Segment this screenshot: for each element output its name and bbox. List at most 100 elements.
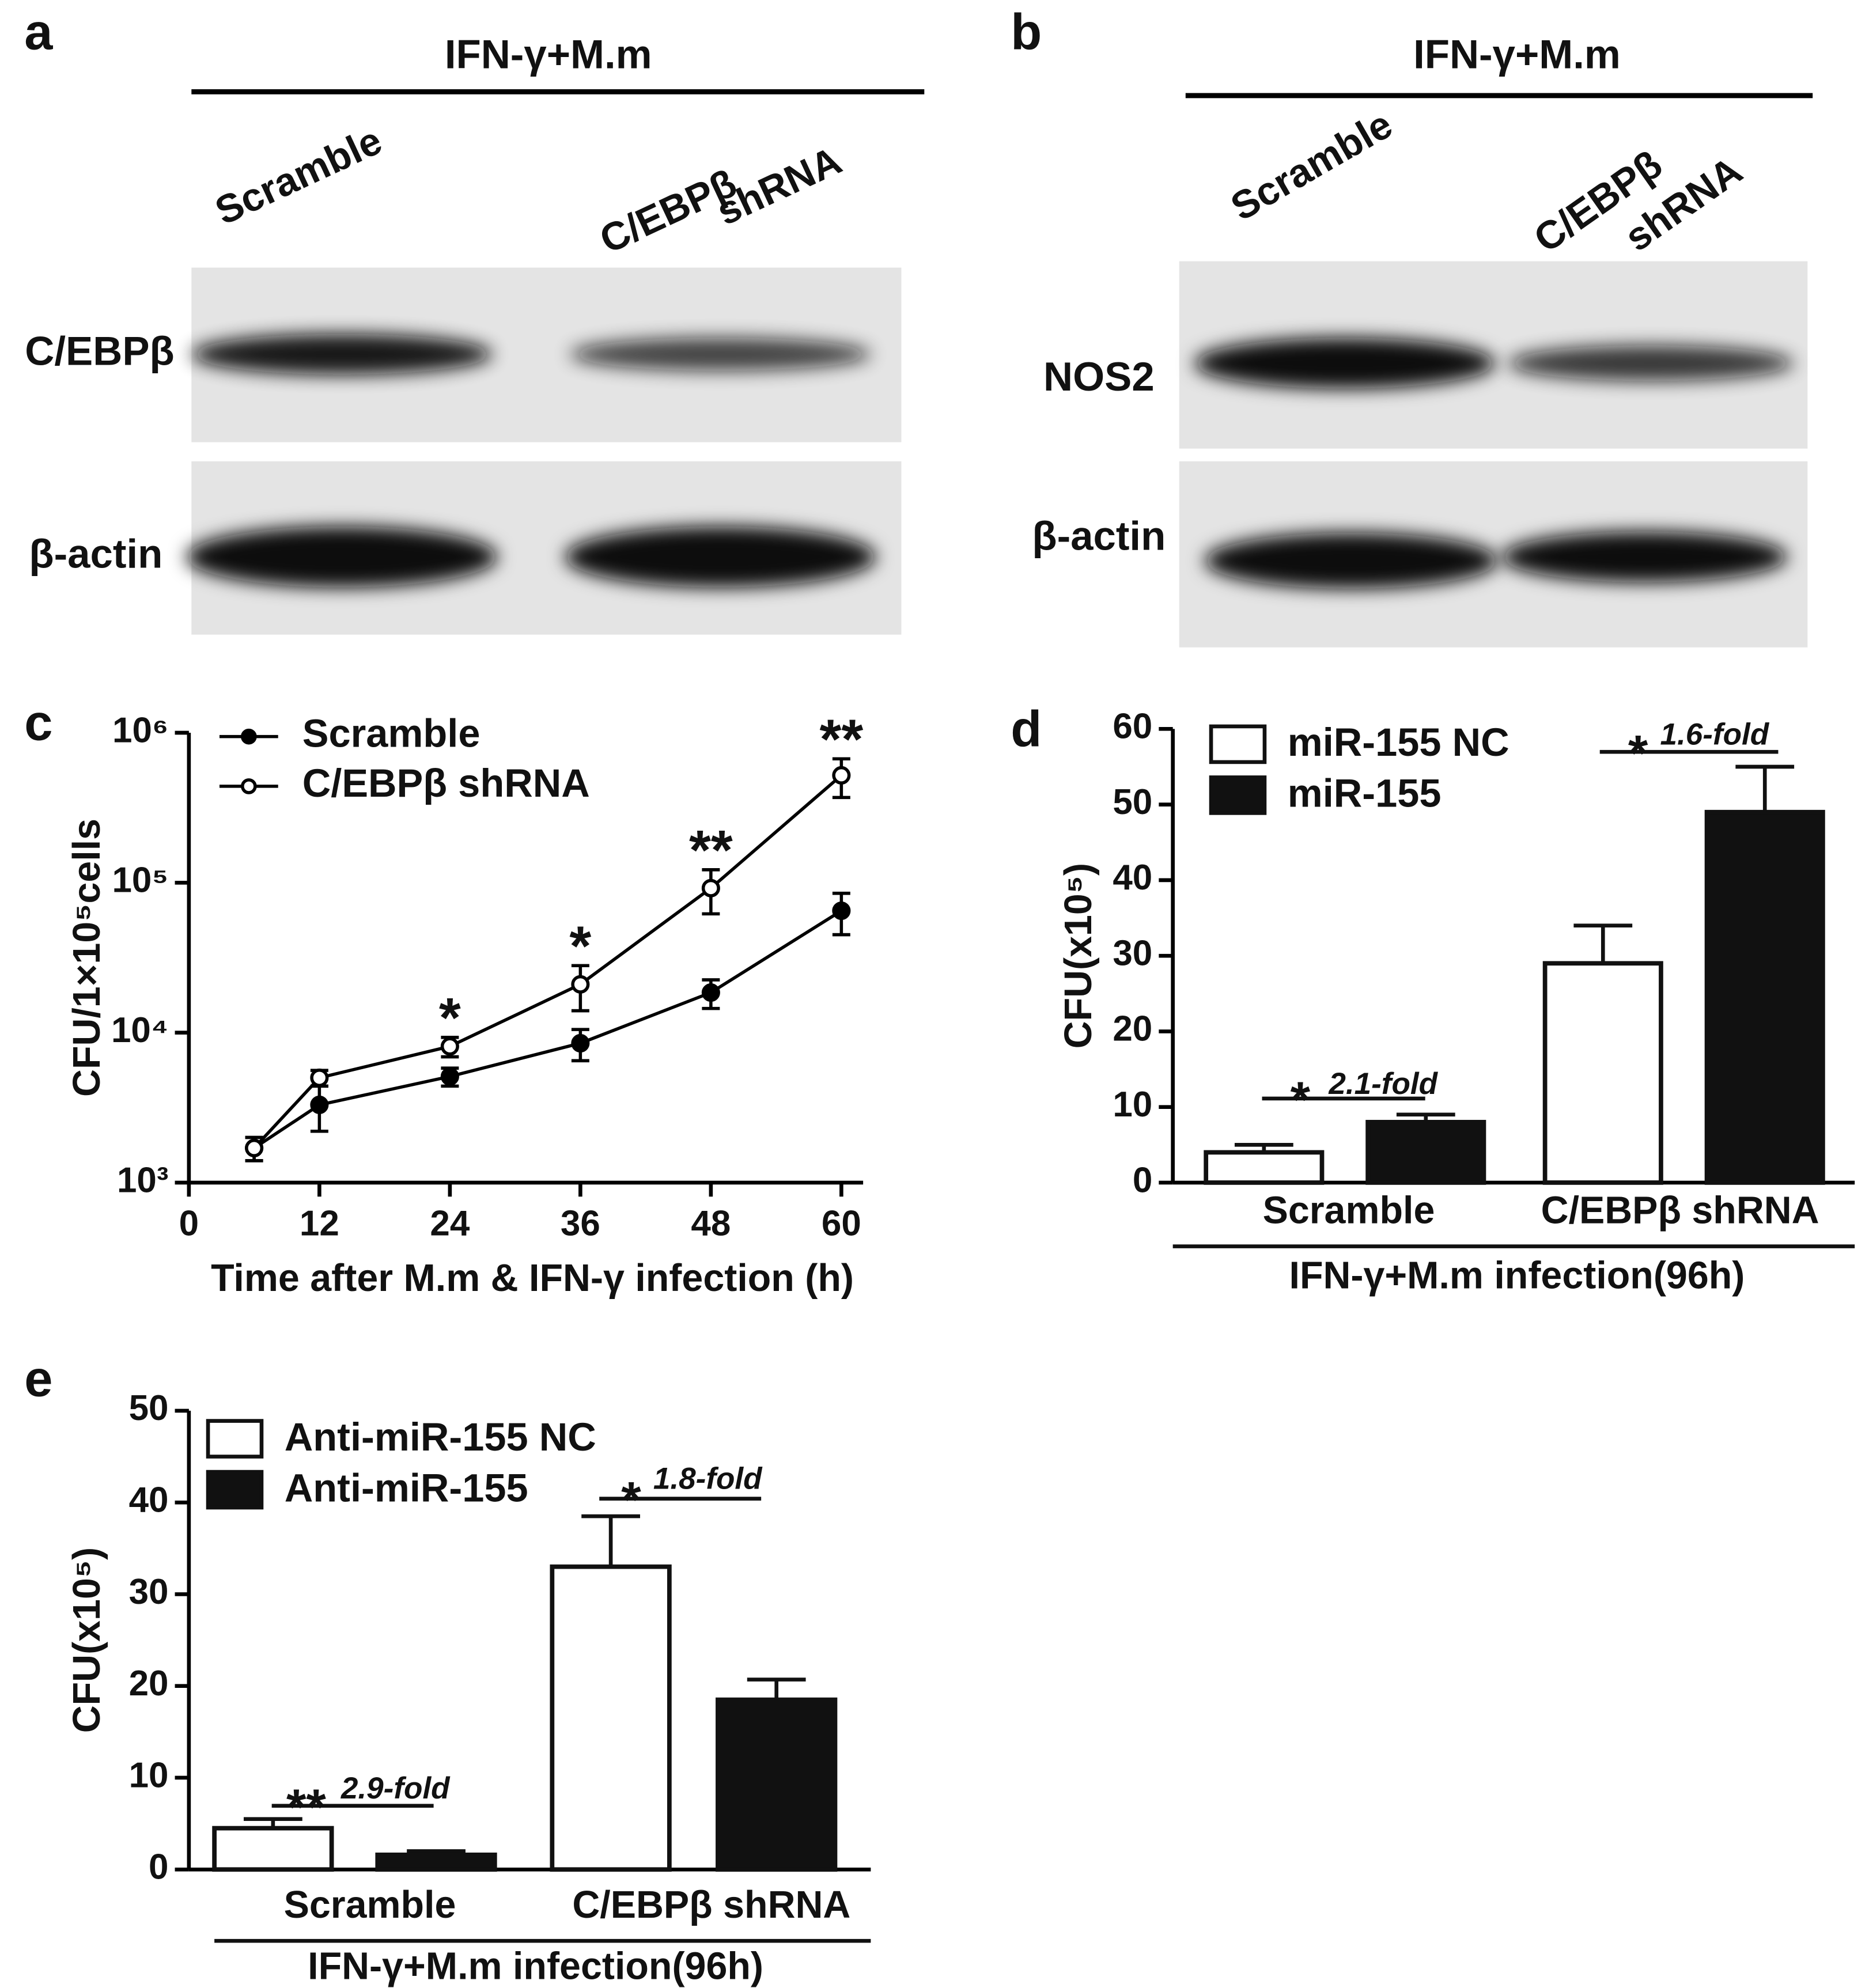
data-point [571,975,590,994]
y-tick-label: 20 [1113,1009,1152,1049]
legend-label: Anti-miR-155 [285,1466,528,1510]
fold-change: 1.6-fold [1660,718,1769,752]
y-tick-label: 0 [1133,1160,1152,1200]
y-tick-label: 50 [129,1388,169,1428]
row-label: β-actin [29,531,162,576]
y-tick-label: 30 [1113,933,1152,973]
row-label: NOS2 [1043,354,1155,399]
x-tick-label: C/EBPβ shRNA [572,1884,850,1926]
y-tick-label: 50 [1113,782,1152,822]
blot-band [565,526,876,588]
blot-band [1501,531,1787,582]
lane-label: shRNA [710,138,848,233]
legend-label: miR-155 [1288,771,1442,816]
y-tick-label: 0 [149,1847,168,1887]
row-label: C/EBPβ [25,328,174,374]
series-line [253,774,843,1149]
data-point [701,983,720,1002]
blot-band [186,526,498,588]
blot-title: IFN-γ+M.m [445,31,652,77]
legend-label: C/EBPβ shRNA [302,761,590,805]
panel-letter: b [1011,3,1042,60]
error-bar [1735,764,1795,812]
x-tick-label: C/EBPβ shRNA [1541,1190,1819,1232]
data-point [245,1138,264,1157]
y-axis-label: CFU/1×10⁵cells [66,819,108,1097]
significance: ** [286,1778,326,1835]
x-axis-label: Time after M.m & IFN-γ infection (h) [211,1257,854,1300]
bar [1365,1120,1486,1185]
y-axis-label: CFU(x10⁵) [1057,863,1100,1048]
data-point [440,1037,459,1056]
bar [716,1697,838,1872]
fold-change: 2.9-fold [340,1771,451,1805]
bar [1204,1150,1325,1185]
blot-title: IFN-γ+M.m [1413,31,1621,77]
panel-letter: a [24,3,53,60]
legend-swatch [206,1470,264,1510]
legend-swatch [1209,724,1267,764]
error-bar [747,1678,806,1700]
data-point [310,1095,329,1114]
blot-band [1204,532,1498,589]
panel-letter: d [1011,700,1042,757]
x-axis-label: IFN-γ+M.m infection(96h) [1289,1254,1745,1297]
legend-label: Anti-miR-155 NC [285,1415,596,1459]
legend-swatch [1209,775,1267,815]
x-tick-label: Scramble [284,1884,456,1926]
significance: ** [689,819,733,881]
data-point [310,1068,329,1087]
error-bar [581,1514,640,1567]
legend-marker [241,728,257,745]
panel-letter: c [24,694,52,751]
y-tick-label: 10 [129,1755,169,1795]
row-label: β-actin [1032,513,1166,558]
data-point [701,878,720,898]
fold-change: 1.8-fold [653,1462,763,1496]
panel-letter: e [24,1350,52,1407]
x-tick-label: 12 [300,1203,339,1243]
x-axis-label: IFN-γ+M.m infection(96h) [308,1945,763,1987]
legend-label: miR-155 NC [1288,720,1509,764]
y-tick-label: 10⁵ [112,861,168,900]
data-point [440,1067,459,1086]
x-tick-label: 48 [691,1203,731,1243]
blot-band [191,334,493,375]
significance: * [1291,1071,1311,1128]
y-tick-label: 10⁶ [112,710,168,750]
x-tick-label: 60 [822,1203,861,1243]
bar [1542,961,1663,1185]
y-tick-label: 60 [1113,707,1152,747]
x-tick-label: 24 [430,1203,470,1243]
y-tick-label: 40 [129,1480,169,1520]
fold-change: 2.1-fold [1328,1067,1438,1101]
y-tick-label: 10 [1113,1085,1152,1124]
data-point [832,766,851,785]
y-tick-label: 10⁴ [111,1010,169,1050]
significance: * [439,986,461,1049]
x-tick-label: Scramble [1263,1190,1435,1232]
x-tick-label: 0 [179,1203,199,1243]
lane-label: Scramble [1223,102,1399,229]
bar [375,1852,497,1872]
y-tick-label: 30 [129,1572,169,1612]
error-bar [1573,923,1633,964]
legend-swatch [206,1419,264,1459]
legend-marker [241,778,257,794]
series-line [253,909,842,1150]
lane-label: Scramble [209,118,388,233]
significance: * [621,1471,641,1528]
blot-band [1194,338,1496,389]
y-tick-label: 40 [1113,858,1152,898]
x-tick-label: 36 [561,1203,600,1243]
legend-label: Scramble [302,711,481,756]
significance: * [1628,724,1648,781]
bar [1704,809,1825,1185]
bar [550,1564,672,1872]
bar [212,1826,334,1872]
blot-band [570,338,871,371]
data-point [571,1033,590,1053]
y-axis-label: CFU(x10⁵) [66,1547,108,1733]
y-tick-label: 20 [129,1664,169,1703]
